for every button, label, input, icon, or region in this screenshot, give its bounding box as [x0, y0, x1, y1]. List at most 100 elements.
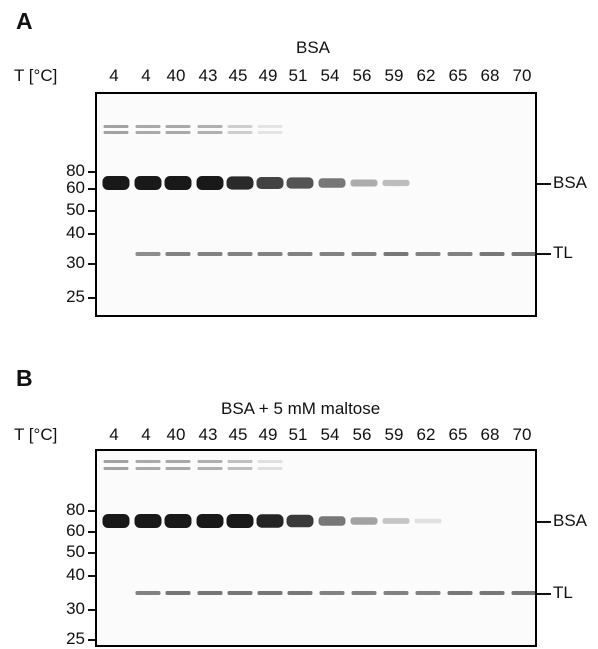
tl-band — [227, 591, 253, 595]
high-mw-band — [227, 460, 253, 463]
marker-tick — [88, 609, 95, 611]
high-mw-band — [103, 460, 129, 463]
tl-band — [511, 252, 535, 256]
lane-label: 49 — [258, 425, 278, 444]
bsa-band-label: BSA — [553, 173, 588, 192]
bsa-band — [102, 176, 130, 190]
lane-label: 59 — [384, 425, 404, 444]
tl-band — [511, 591, 535, 595]
bsa-band — [134, 176, 162, 190]
bsa-band — [134, 514, 162, 528]
high-mw-band — [135, 131, 161, 134]
panel-letter: B — [16, 365, 33, 391]
high-mw-band — [103, 125, 129, 128]
bsa-band — [256, 514, 284, 528]
marker-label: 50 — [66, 542, 85, 561]
high-mw-band — [257, 131, 283, 134]
marker-label: 30 — [66, 253, 85, 272]
temperature-axis-label: T [°C] — [14, 425, 58, 444]
bsa-band — [414, 518, 442, 524]
gel-panel-b: B BSA + 5 mM maltose T [°C] 4 4 40 43 45… — [0, 325, 598, 648]
lane-label: 70 — [512, 66, 532, 85]
marker-tick — [88, 531, 95, 533]
lane-label: 4 — [109, 425, 119, 444]
high-mw-band — [227, 131, 253, 134]
band-pointer — [537, 593, 551, 595]
marker-tick — [88, 552, 95, 554]
marker-label: 60 — [66, 178, 85, 197]
lane-label: 59 — [384, 66, 404, 85]
bsa-band — [350, 179, 378, 187]
lane-label: 4 — [141, 425, 151, 444]
lane-label: 65 — [448, 66, 468, 85]
tl-band — [383, 591, 409, 595]
marker-tick — [88, 233, 95, 235]
tl-band — [415, 591, 441, 595]
marker-tick — [88, 263, 95, 265]
marker-tick — [88, 188, 95, 190]
temperature-axis-label: T [°C] — [14, 66, 58, 85]
lane-label: 68 — [480, 66, 500, 85]
marker-label: 50 — [66, 200, 85, 219]
lane-label: 56 — [352, 66, 372, 85]
marker-tick — [88, 210, 95, 212]
bsa-band — [196, 176, 224, 190]
bsa-band — [196, 514, 224, 528]
lane-label: 70 — [512, 425, 532, 444]
tl-band — [197, 252, 223, 256]
marker-tick — [88, 510, 95, 512]
gel-bands — [102, 125, 535, 256]
high-mw-band — [165, 131, 191, 134]
marker-tick — [88, 297, 95, 299]
lane-label: 68 — [480, 425, 500, 444]
high-mw-band — [197, 467, 223, 470]
lane-label: 45 — [228, 66, 248, 85]
high-mw-band — [165, 460, 191, 463]
band-pointer — [537, 521, 551, 523]
bsa-band — [286, 177, 314, 189]
tl-band — [165, 252, 191, 256]
lane-label: 40 — [166, 66, 186, 85]
lane-label: 54 — [320, 66, 340, 85]
lane-label: 65 — [448, 425, 468, 444]
marker-label: 25 — [66, 629, 85, 648]
lane-label: 51 — [288, 425, 308, 444]
high-mw-band — [257, 460, 283, 463]
high-mw-band — [135, 467, 161, 470]
tl-band — [383, 252, 409, 256]
high-mw-band — [165, 467, 191, 470]
tl-band — [287, 591, 313, 595]
bsa-band — [102, 514, 130, 528]
panel-title: BSA + 5 mM maltose — [221, 399, 381, 418]
tl-band — [257, 252, 283, 256]
bsa-band-label: BSA — [553, 511, 588, 530]
marker-label: 40 — [66, 565, 85, 584]
high-mw-band — [103, 467, 129, 470]
tl-band — [479, 252, 505, 256]
band-pointer — [537, 253, 551, 255]
marker-tick — [88, 639, 95, 641]
panel-letter: A — [16, 8, 33, 34]
tl-band — [135, 591, 161, 595]
lane-label: 4 — [141, 66, 151, 85]
marker-label: 80 — [66, 500, 85, 519]
bsa-band — [318, 516, 346, 526]
tl-band — [351, 591, 377, 595]
high-mw-band — [227, 467, 253, 470]
high-mw-band — [257, 467, 283, 470]
tl-band — [415, 252, 441, 256]
tl-band — [447, 252, 473, 256]
tl-band — [165, 591, 191, 595]
bsa-band — [350, 517, 378, 525]
high-mw-band — [135, 125, 161, 128]
gel-image — [95, 92, 537, 317]
tl-band — [257, 591, 283, 595]
band-pointer — [537, 183, 551, 185]
bsa-band — [226, 176, 254, 190]
bsa-band — [226, 514, 254, 528]
lane-label: 43 — [198, 66, 218, 85]
high-mw-band — [197, 460, 223, 463]
lane-label: 62 — [416, 425, 436, 444]
bsa-band — [382, 518, 410, 524]
lane-label: 40 — [166, 425, 186, 444]
